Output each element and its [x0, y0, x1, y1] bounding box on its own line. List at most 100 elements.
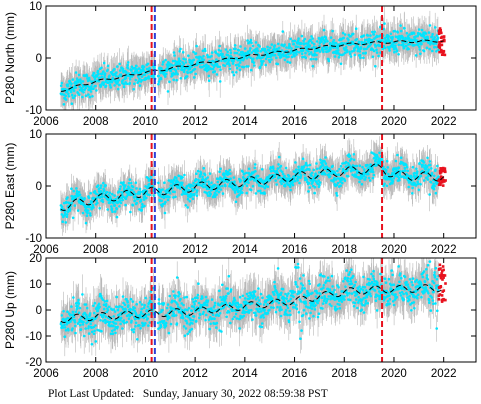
- data-point: [280, 55, 283, 59]
- data-point: [207, 183, 211, 186]
- data-point: [324, 38, 328, 41]
- data-point: [335, 194, 339, 197]
- data-point: [248, 49, 251, 52]
- data-point: [64, 221, 67, 224]
- data-point: [182, 70, 186, 74]
- recent-point: [440, 53, 444, 56]
- recent-point: [442, 50, 446, 53]
- data-point: [91, 95, 94, 98]
- data-point: [214, 184, 217, 187]
- data-point: [108, 191, 112, 195]
- recent-point: [440, 48, 443, 52]
- data-point: [310, 35, 313, 38]
- data-point: [177, 67, 180, 71]
- data-point: [215, 177, 219, 180]
- data-point: [117, 78, 121, 82]
- data-point: [255, 47, 259, 50]
- data-point: [372, 173, 376, 177]
- data-point: [323, 160, 326, 163]
- data-point: [178, 50, 181, 53]
- data-point: [110, 207, 114, 210]
- data-point: [159, 77, 163, 81]
- data-point: [173, 179, 176, 182]
- data-point: [213, 191, 217, 195]
- plot-area: [59, 6, 447, 110]
- data-point: [99, 190, 103, 193]
- data-point: [388, 49, 391, 52]
- data-point: [348, 52, 352, 56]
- data-point: [300, 52, 304, 55]
- data-point: [259, 177, 263, 181]
- data-point: [210, 63, 214, 66]
- data-point: [394, 159, 398, 163]
- data-point: [398, 178, 401, 182]
- data-point: [204, 173, 207, 177]
- data-point: [289, 37, 292, 41]
- data-point: [163, 181, 166, 184]
- data-point: [73, 204, 77, 207]
- data-point: [191, 197, 195, 200]
- data-point: [92, 87, 95, 91]
- data-point: [264, 63, 268, 67]
- data-point: [318, 183, 321, 187]
- data-point: [191, 189, 194, 192]
- data-point: [112, 201, 115, 205]
- data-point: [170, 184, 174, 187]
- data-point: [308, 186, 312, 189]
- data-point: [229, 172, 232, 175]
- data-point: [309, 57, 313, 61]
- data-point: [273, 53, 277, 57]
- data-point: [113, 194, 116, 197]
- data-point: [106, 64, 110, 68]
- data-point: [239, 45, 242, 48]
- data-point: [351, 173, 354, 177]
- data-point: [172, 78, 175, 82]
- data-point: [211, 67, 215, 71]
- data-point: [185, 75, 189, 78]
- data-point: [345, 49, 349, 52]
- data-point: [308, 44, 312, 47]
- data-point: [119, 74, 123, 78]
- data-point: [431, 32, 434, 36]
- data-point: [391, 179, 395, 183]
- data-point: [220, 59, 223, 62]
- data-point: [256, 49, 260, 52]
- data-point: [242, 176, 245, 179]
- data-point: [337, 173, 341, 177]
- data-point: [283, 174, 286, 178]
- data-point: [266, 185, 270, 188]
- data-point: [241, 191, 244, 194]
- data-point: [78, 85, 81, 89]
- data-point: [360, 176, 364, 180]
- data-point: [228, 67, 232, 71]
- data-point: [70, 102, 74, 105]
- data-point: [173, 72, 177, 76]
- data-point: [289, 188, 292, 192]
- data-point: [178, 59, 182, 63]
- data-point: [311, 64, 315, 68]
- data-point: [261, 179, 264, 182]
- data-point: [119, 199, 122, 202]
- data-point: [238, 61, 242, 64]
- data-point: [234, 200, 238, 204]
- data-point: [383, 37, 387, 40]
- data-point: [311, 37, 314, 40]
- data-point: [80, 88, 84, 91]
- data-point: [238, 68, 242, 72]
- data-point: [81, 211, 85, 215]
- data-point: [361, 165, 364, 169]
- x-tick-label: 2014: [232, 116, 258, 128]
- data-point: [215, 189, 219, 192]
- data-point: [192, 58, 196, 62]
- data-point: [59, 84, 63, 87]
- data-point: [164, 75, 167, 78]
- data-point: [130, 69, 133, 72]
- data-point: [336, 177, 340, 180]
- data-point: [295, 53, 298, 56]
- data-point: [397, 53, 400, 56]
- data-point: [95, 89, 98, 92]
- data-point: [204, 180, 207, 183]
- data-point: [152, 194, 156, 197]
- data-point: [218, 80, 222, 83]
- data-point: [99, 84, 103, 87]
